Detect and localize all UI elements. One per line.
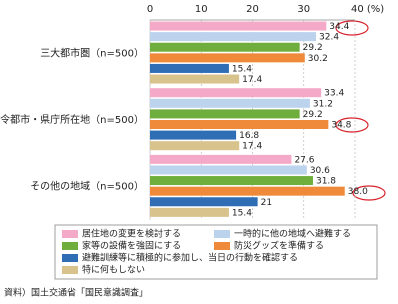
legend-swatch: [62, 266, 78, 274]
bar: [150, 42, 300, 52]
source-note: 資料）国土交通省「国民意識調査」: [4, 287, 148, 299]
legend-label: 家等の設備を強固にする: [82, 240, 181, 252]
value-label: 16.8: [239, 131, 259, 141]
value-label: 38.0: [348, 187, 368, 197]
value-label: 15.4: [232, 64, 252, 74]
value-label: 32.4: [319, 33, 339, 43]
x-tick-label: 40 (%): [351, 4, 384, 15]
legend-swatch: [62, 242, 78, 250]
bar: [150, 130, 237, 140]
bar: [150, 207, 229, 217]
bar: [150, 154, 292, 164]
x-tick-label: 20: [246, 4, 259, 15]
highlight-circle: [335, 20, 369, 36]
value-label: 21: [261, 198, 272, 208]
value-label: 34.8: [331, 121, 351, 131]
legend-label: 防災グッズを準備する: [234, 240, 324, 252]
legend-swatch: [214, 230, 230, 238]
bar: [150, 165, 307, 175]
value-label: 17.4: [242, 142, 262, 152]
legend-label: 一時的に他の地域へ避難する: [234, 228, 351, 240]
bar: [150, 197, 258, 207]
bar: [150, 109, 300, 119]
legend-label: 特に何もしない: [82, 264, 145, 276]
legend-swatch: [214, 242, 230, 250]
y-tick-label: その他の地域（n=500）: [30, 180, 144, 193]
x-tick-label: 0: [147, 4, 153, 15]
value-label: 33.4: [324, 89, 344, 99]
bar: [150, 74, 240, 84]
highlight-circle: [335, 117, 369, 133]
legend-swatch: [62, 230, 78, 238]
value-label: 29.2: [303, 110, 323, 120]
value-label: 31.2: [313, 99, 333, 109]
bar: [150, 176, 313, 186]
x-tick-label: 10: [195, 4, 208, 15]
value-label: 15.4: [232, 208, 252, 218]
value-label: 31.8: [316, 177, 336, 187]
bar: [150, 32, 317, 42]
bar: [150, 141, 240, 151]
bar: [150, 63, 229, 73]
value-label: 34.4: [329, 22, 349, 32]
value-label: 29.2: [303, 43, 323, 53]
bar: [150, 21, 327, 31]
bar: [150, 98, 310, 108]
bar: [150, 88, 322, 98]
bar: [150, 120, 329, 129]
value-label: 17.4: [242, 75, 262, 85]
legend-label: 避難訓練等に積極的に参加し、当日の行動を確認する: [82, 252, 298, 264]
y-tick-label: 三大都市圏（n=500）: [40, 46, 144, 59]
legend-label: 居住地の変更を検討する: [82, 228, 181, 240]
bar: [150, 53, 305, 63]
legend-swatch: [62, 254, 78, 262]
value-label: 30.6: [310, 166, 330, 176]
x-tick-label: 30: [297, 4, 310, 15]
value-label: 30.2: [308, 54, 328, 64]
bar: [150, 186, 345, 196]
highlight-circle: [352, 185, 386, 201]
y-tick-label: 政令都市・県庁所在地（n=500）: [0, 113, 144, 126]
value-label: 27.6: [294, 155, 314, 165]
